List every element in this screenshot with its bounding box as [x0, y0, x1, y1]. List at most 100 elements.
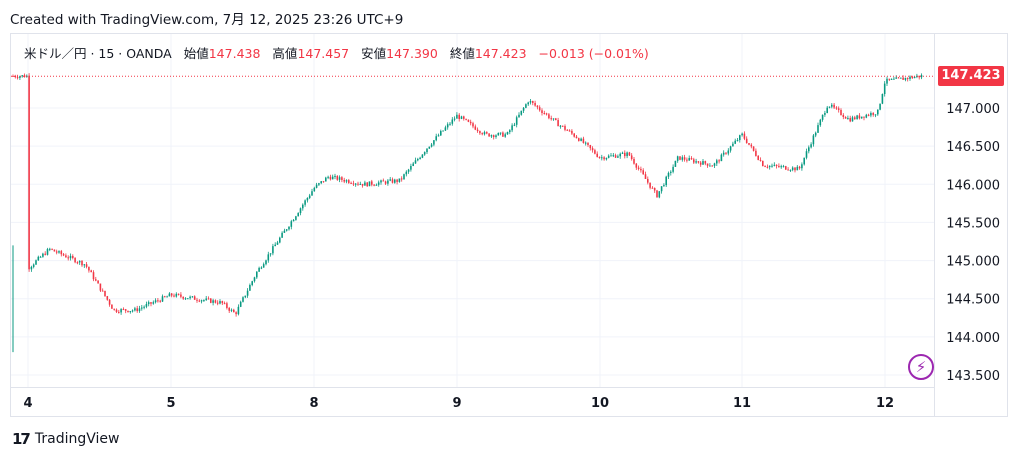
candle-down — [532, 101, 534, 103]
symbol-label[interactable]: 米ドル／円 · 15 · OANDA — [24, 46, 172, 61]
candle-up — [313, 187, 316, 192]
candle-up — [410, 166, 412, 170]
candle-up — [265, 260, 267, 265]
high-value: 147.457 — [297, 46, 350, 61]
candle-up — [295, 216, 297, 220]
candle-up — [870, 113, 872, 116]
candle-down — [656, 190, 658, 198]
candle-down — [679, 156, 681, 160]
candle-up — [19, 76, 21, 78]
candle-up — [256, 271, 258, 278]
candle-up — [288, 226, 290, 230]
brand-name: TradingView — [34, 431, 120, 447]
candle-down — [396, 179, 398, 182]
candle-down — [476, 129, 479, 132]
candle-up — [895, 77, 897, 79]
candle-up — [414, 160, 417, 164]
candle-down — [228, 307, 230, 311]
candle-up — [421, 154, 424, 158]
candle-up — [403, 174, 405, 180]
candle-up — [451, 119, 454, 124]
candle-down — [157, 300, 159, 302]
price-tick-label: 144.500 — [946, 293, 1000, 308]
candle-up — [253, 277, 256, 282]
candle-up — [260, 267, 263, 269]
candle-down — [750, 144, 753, 147]
candle-down — [164, 296, 166, 298]
candle-up — [290, 221, 293, 227]
candle-up — [670, 171, 672, 173]
candle-up — [729, 146, 732, 151]
candle-down — [571, 130, 573, 134]
candle-down — [794, 167, 796, 171]
candle-down — [690, 158, 693, 160]
candle-up — [497, 132, 500, 136]
candle-down — [53, 249, 56, 252]
candle-up — [212, 300, 214, 303]
candle-down — [74, 257, 76, 263]
candle-down — [111, 304, 113, 309]
candle-down — [566, 129, 569, 131]
candle-up — [805, 151, 808, 158]
price-tick-label: 143.500 — [946, 369, 1000, 384]
candle-down — [564, 126, 566, 130]
candle-up — [810, 144, 812, 148]
candle-up — [417, 159, 419, 161]
candle-down — [486, 132, 488, 134]
candle-up — [161, 296, 164, 302]
candle-down — [465, 118, 467, 120]
candle-down — [849, 117, 851, 122]
candle-up — [904, 77, 907, 80]
candle-up — [311, 191, 313, 196]
candle-up — [881, 94, 884, 104]
candle-down — [371, 181, 373, 185]
candle-down — [918, 75, 920, 78]
candle-up — [42, 253, 44, 257]
candle-up — [913, 76, 916, 79]
candle-down — [757, 155, 759, 160]
tradingview-brand[interactable]: 17 TradingView — [12, 430, 119, 448]
candle-up — [30, 266, 33, 270]
candle-up — [782, 166, 785, 168]
candle-up — [364, 182, 366, 186]
candle-up — [771, 165, 773, 167]
candle-up — [405, 171, 408, 175]
candle-down — [479, 131, 481, 134]
candle-down — [88, 266, 90, 271]
candle-down — [106, 296, 109, 300]
candle-up — [877, 109, 879, 115]
low-label: 安値 — [361, 46, 387, 61]
candle-down — [653, 187, 656, 191]
candle-down — [706, 163, 709, 166]
candle-up — [267, 254, 270, 261]
candle-up — [46, 249, 49, 255]
candle-up — [828, 106, 831, 108]
candle-up — [525, 104, 527, 108]
candle-down — [159, 300, 161, 302]
candle-down — [840, 109, 842, 115]
open-value: 147.438 — [208, 46, 261, 61]
candle-up — [900, 77, 902, 79]
candle-down — [854, 117, 856, 120]
candle-up — [428, 146, 431, 149]
candle-down — [557, 120, 559, 127]
candle-down — [361, 183, 364, 186]
candle-down — [725, 152, 727, 154]
candle-up — [506, 132, 509, 135]
candle-down — [534, 102, 536, 106]
candle-up — [709, 165, 711, 167]
candle-down — [844, 116, 847, 119]
lightning-icon[interactable]: ⚡ — [908, 354, 934, 380]
time-tick-label: 12 — [876, 396, 894, 411]
candle-down — [704, 161, 707, 164]
candle-down — [221, 301, 224, 304]
time-tick-label: 10 — [591, 396, 609, 411]
candle-up — [380, 180, 382, 183]
candle-down — [14, 76, 17, 78]
candle-up — [665, 176, 667, 186]
candle-up — [239, 301, 242, 307]
candle-down — [352, 183, 355, 185]
candle-down — [624, 152, 626, 157]
candle-up — [495, 135, 497, 137]
